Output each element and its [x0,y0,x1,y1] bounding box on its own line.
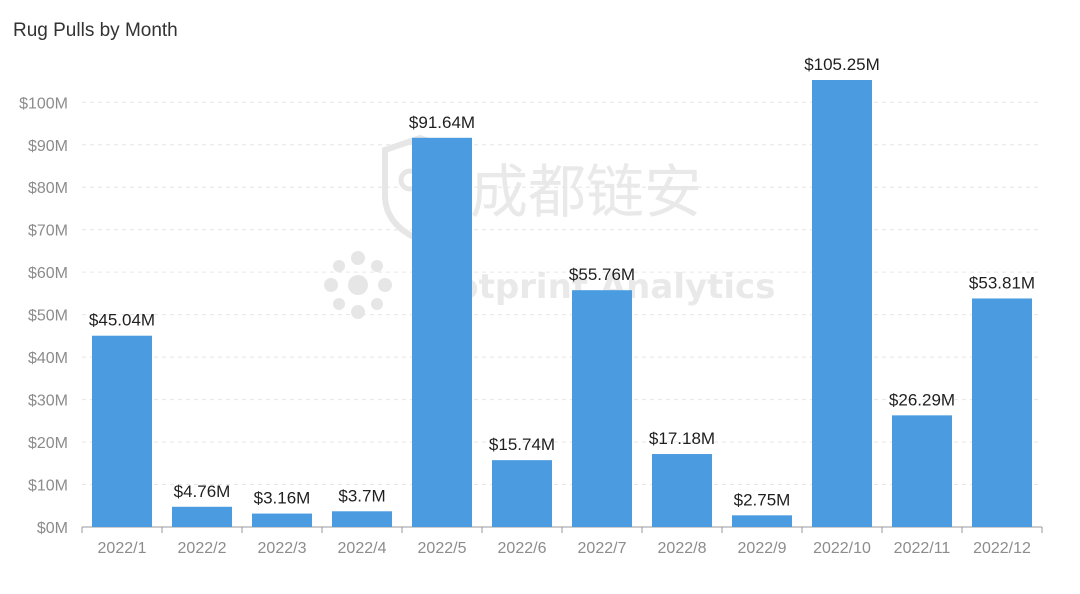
x-tick-label: 2022/2 [178,540,227,557]
y-tick-label: $90M [28,138,68,155]
x-tick-label: 2022/10 [813,540,871,557]
watermark-chinese: 成都链安 [470,158,702,226]
y-tick-label: $80M [28,180,68,197]
y-tick-label: $10M [28,478,68,495]
bar [92,335,152,527]
bar [572,290,632,527]
y-tick-label: $20M [28,435,68,452]
data-label: $3.16M [254,489,311,508]
bar [732,515,792,527]
x-tick-label: 2022/12 [973,540,1031,557]
data-label: $105.25M [804,55,880,74]
bar [252,513,312,527]
data-label: $2.75M [734,490,791,509]
x-tick-label: 2022/3 [258,540,307,557]
y-tick-label: $100M [19,95,68,112]
x-tick-label: 2022/7 [578,540,627,557]
grid-layer [82,101,1042,528]
bar [892,415,952,527]
x-tick-label: 2022/6 [498,540,547,557]
y-tick-label: $60M [28,265,68,282]
data-label: $26.29M [889,390,955,409]
bar [172,506,232,527]
bar [332,511,392,527]
y-tick-label: $40M [28,350,68,367]
y-tick-label: $70M [28,223,68,240]
data-label: $45.04M [89,311,155,330]
x-tick-label: 2022/4 [338,540,387,557]
data-labels-layer: $45.04M $4.76M $3.16M $3.7M $91.64M $15.74M $5… [89,55,1035,509]
bar [972,298,1032,527]
data-label: $3.7M [338,486,385,505]
data-label: $15.74M [489,435,555,454]
bar [412,137,472,527]
x-tick-label: 2022/11 [894,540,951,557]
y-axis-ticks: $0M $10M $20M $30M $40M $50M $60M $70M $80M $90M $… [19,95,68,537]
bars-layer [92,80,1032,527]
x-tick-label: 2022/9 [738,540,787,557]
bar [812,80,872,527]
data-label: $55.76M [569,265,635,284]
watermark: 成都链安 Footprint Analytics [324,134,775,319]
bar [652,454,712,527]
x-axis-ticks: 2022/1 2022/2 2022/3 2022/4 2022/5 2022/6 2022… [81,527,1043,557]
x-tick-label: 2022/8 [658,540,707,557]
x-tick-label: 2022/5 [418,540,467,557]
data-label: $4.76M [174,482,231,501]
x-tick-label: 2022/1 [98,540,147,557]
data-label: $91.64M [409,113,475,132]
flower-logo-icon [324,251,392,319]
data-label: $17.18M [649,429,715,448]
y-tick-label: $0M [37,520,68,537]
y-tick-label: $30M [28,393,68,410]
chart-title: Rug Pulls by Month [13,20,178,41]
data-label: $53.81M [969,273,1035,292]
y-tick-label: $50M [28,308,68,325]
bar [492,460,552,527]
